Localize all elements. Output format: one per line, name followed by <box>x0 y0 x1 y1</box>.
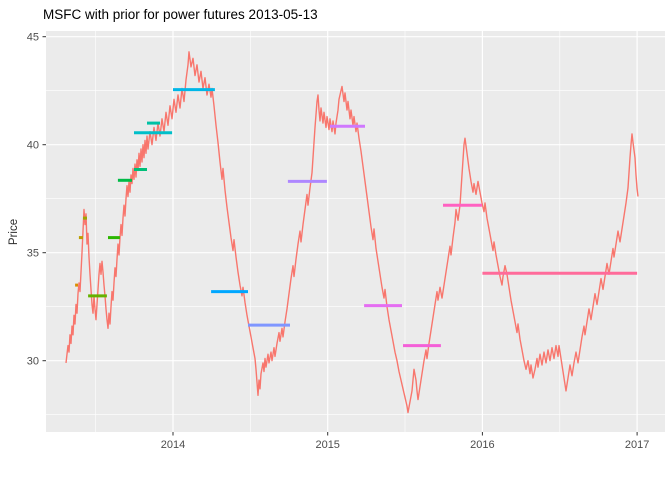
y-tick-label: 30 <box>27 356 39 368</box>
price-line <box>65 51 639 414</box>
y-axis-title: Price <box>8 218 20 246</box>
chart-title: MSFC with prior for power futures 2013-0… <box>43 7 318 22</box>
y-tick-label: 35 <box>27 248 39 260</box>
x-tick-label: 2015 <box>315 439 339 451</box>
x-tick-label: 2017 <box>625 439 649 451</box>
y-tick-label: 45 <box>27 32 39 44</box>
x-tick-label: 2014 <box>161 439 185 451</box>
x-tick-label: 2016 <box>470 439 494 451</box>
y-tick-label: 40 <box>27 140 39 152</box>
